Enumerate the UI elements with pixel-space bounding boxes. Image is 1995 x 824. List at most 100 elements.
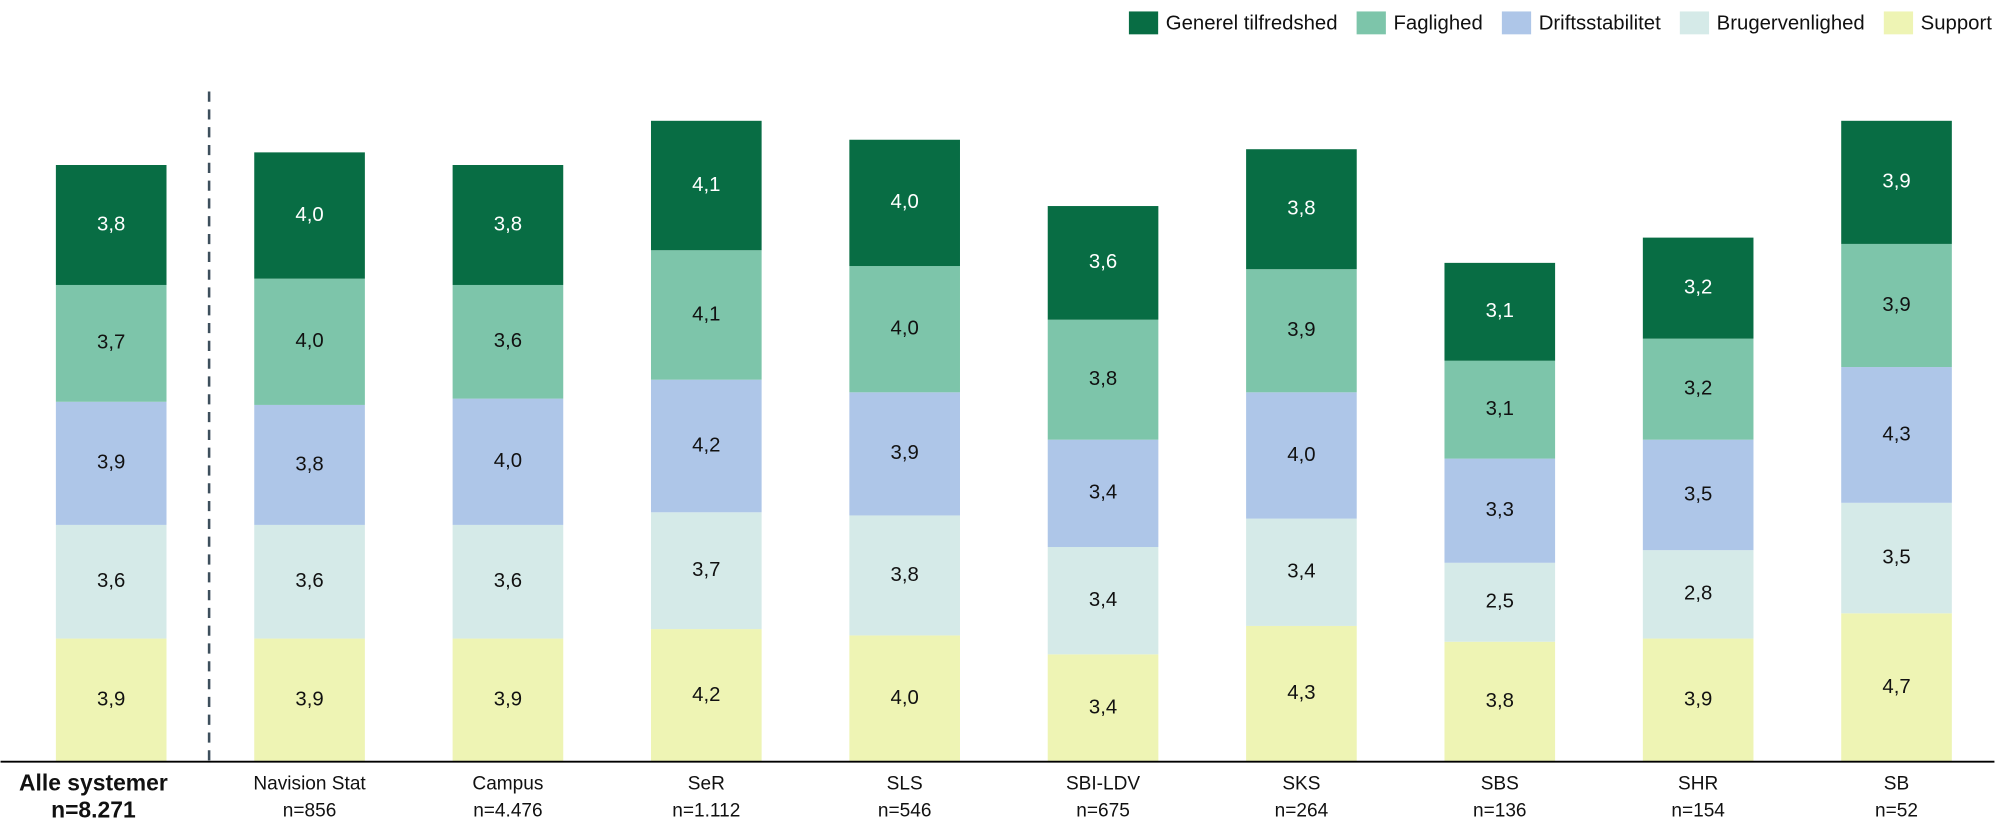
- x-tick-label: SHR: [1678, 774, 1718, 795]
- x-tick-label: SBS: [1481, 774, 1519, 795]
- x-tick-sublabel: n=154: [1671, 800, 1725, 821]
- value-label: 3,6: [97, 570, 125, 592]
- legend-label: Generel tilfredshed: [1166, 13, 1338, 35]
- value-label: 3,9: [97, 452, 125, 474]
- legend-label: Faglighed: [1393, 13, 1482, 35]
- bar-segment: [254, 152, 365, 279]
- value-label: 3,9: [1287, 319, 1315, 341]
- value-label: 3,8: [1287, 198, 1315, 220]
- bar-segment: [1047, 439, 1159, 548]
- bar-segment: [452, 284, 564, 399]
- bar-segment: [1642, 638, 1754, 762]
- value-label: 3,8: [295, 453, 323, 475]
- value-label: 4,1: [692, 303, 720, 325]
- value-label: 3,1: [1486, 300, 1514, 322]
- bar-segment: [452, 524, 564, 639]
- legend-swatch: [1883, 11, 1914, 35]
- x-tick-sublabel: n=546: [878, 800, 932, 821]
- x-tick-label: Alle systemer: [19, 770, 168, 796]
- x-tick-sublabel: n=856: [283, 800, 337, 821]
- value-label: 3,8: [494, 213, 522, 235]
- value-label: 3,1: [1486, 398, 1514, 420]
- value-label: 3,5: [1684, 483, 1712, 505]
- bar-segment: [1642, 237, 1754, 339]
- bar-segment: [55, 165, 167, 285]
- x-tick-sublabel: n=1.112: [672, 800, 740, 821]
- bar-segment: [650, 512, 762, 630]
- bar-segment: [254, 404, 365, 525]
- bar-segment: [55, 638, 167, 762]
- bar-segment: [849, 266, 960, 393]
- bar-segment: [1444, 562, 1556, 642]
- x-tick-label: SKS: [1282, 774, 1320, 795]
- bar-segment: [1444, 262, 1556, 361]
- value-label: 3,2: [1684, 378, 1712, 400]
- x-tick-label: SB: [1884, 774, 1909, 795]
- value-label: 3,2: [1684, 277, 1712, 299]
- legend-label: Driftsstabilitet: [1539, 13, 1661, 35]
- value-label: 3,9: [1882, 171, 1910, 193]
- legend-swatch: [1356, 11, 1386, 35]
- bar-segment: [1841, 502, 1952, 614]
- legend-swatch: [1128, 11, 1159, 35]
- value-label: 3,9: [494, 689, 522, 711]
- value-label: 4,0: [891, 687, 919, 709]
- value-label: 3,5: [1882, 546, 1910, 568]
- value-label: 4,3: [1287, 682, 1315, 704]
- bar-segment: [452, 165, 564, 285]
- bar-segment: [1841, 367, 1952, 503]
- value-label: 3,4: [1287, 561, 1315, 583]
- value-label: 3,6: [494, 570, 522, 592]
- value-label: 4,0: [295, 204, 323, 226]
- value-label: 3,8: [1486, 690, 1514, 712]
- bar-segment: [1246, 625, 1357, 762]
- bar-segment: [849, 392, 960, 516]
- bar-segment: [1047, 206, 1159, 320]
- value-label: 4,1: [692, 174, 720, 196]
- value-label: 3,4: [1089, 696, 1117, 718]
- value-label: 4,0: [891, 318, 919, 340]
- legend-label: Brugervenlighed: [1717, 13, 1865, 35]
- x-tick-sublabel: n=8.271: [51, 796, 136, 822]
- legend-label: Support: [1921, 13, 1993, 35]
- value-label: 3,9: [1684, 689, 1712, 711]
- value-label: 4,3: [1882, 423, 1910, 445]
- x-tick-label: SBI-LDV: [1066, 774, 1140, 795]
- value-label: 3,6: [295, 570, 323, 592]
- value-label: 3,8: [891, 564, 919, 586]
- bar-segment: [1841, 120, 1952, 244]
- bar-segment: [1444, 641, 1556, 762]
- value-label: 4,0: [891, 191, 919, 213]
- x-tick-label: Campus: [472, 774, 543, 795]
- x-tick-sublabel: n=52: [1875, 800, 1918, 821]
- bar-segment: [650, 250, 762, 380]
- bar-segment: [1047, 319, 1159, 440]
- bar-segment: [1444, 360, 1556, 459]
- value-label: 4,0: [1287, 444, 1315, 466]
- value-label: 3,9: [891, 442, 919, 464]
- value-label: 3,9: [1882, 294, 1910, 316]
- x-tick-sublabel: n=264: [1275, 800, 1329, 821]
- bar-segment: [254, 278, 365, 405]
- bar-segment: [1841, 613, 1952, 762]
- bar-segment: [1246, 518, 1357, 626]
- bar-segment: [55, 524, 167, 639]
- legend-swatch: [1679, 11, 1710, 35]
- bar-segment: [254, 638, 365, 762]
- x-tick-label: SLS: [887, 774, 923, 795]
- bar-segment: [55, 401, 167, 525]
- value-label: 4,0: [295, 330, 323, 352]
- value-label: 3,7: [692, 559, 720, 581]
- value-label: 3,3: [1486, 499, 1514, 521]
- legend-swatch: [1501, 11, 1532, 35]
- bar-segment: [1047, 547, 1159, 655]
- value-label: 3,8: [97, 213, 125, 235]
- bar-segment: [1642, 550, 1754, 639]
- bar-segment: [650, 120, 762, 251]
- x-tick-label: Navision Stat: [253, 774, 366, 795]
- bar-segment: [650, 629, 762, 762]
- value-label: 3,4: [1089, 482, 1117, 504]
- value-label: 2,8: [1684, 583, 1712, 605]
- value-label: 4,2: [692, 434, 720, 456]
